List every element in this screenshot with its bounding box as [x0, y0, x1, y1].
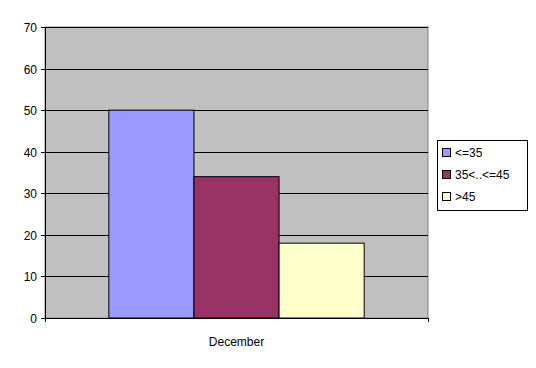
grid-line	[45, 110, 428, 111]
legend-label: >45	[455, 190, 476, 204]
y-axis	[45, 27, 46, 318]
y-tick-label: 50	[24, 104, 38, 118]
legend-swatch	[443, 171, 451, 179]
x-tick	[45, 318, 46, 322]
y-tick-label: 60	[24, 63, 38, 77]
y-tick-label: 40	[24, 146, 38, 160]
y-tick-label: 10	[24, 270, 38, 284]
legend-box	[438, 141, 528, 211]
bar	[109, 110, 194, 318]
bars	[109, 110, 364, 318]
y-tick	[41, 193, 45, 194]
legend-label: 35<..<=45	[455, 168, 510, 182]
y-tick	[41, 27, 45, 28]
plot-area	[45, 27, 428, 318]
chart-container: 0 10 20 30 40 50 60 70 December <=35 35<..<=45 >45	[0, 0, 536, 368]
x-tick-label: December	[209, 335, 264, 349]
y-tick	[41, 318, 45, 319]
chart-svg: 0 10 20 30 40 50 60 70 December <=35 35<..<=45 >45	[0, 0, 536, 368]
x-tick	[428, 318, 429, 322]
legend-label: <=35	[455, 146, 483, 160]
y-tick-label: 20	[24, 229, 38, 243]
y-tick-label: 70	[24, 21, 38, 35]
y-tick-label: 0	[30, 312, 37, 326]
bar	[279, 243, 364, 318]
y-tick	[41, 276, 45, 277]
x-axis	[45, 318, 428, 319]
y-tick	[41, 69, 45, 70]
grid-line	[45, 152, 428, 153]
legend-swatch	[443, 149, 451, 157]
y-tick	[41, 110, 45, 111]
legend-swatch	[443, 193, 451, 201]
grid-line	[45, 27, 428, 28]
grid-line	[45, 318, 428, 319]
y-tick	[41, 235, 45, 236]
y-tick-label: 30	[24, 187, 38, 201]
bar	[194, 177, 279, 318]
grid-line	[45, 69, 428, 70]
y-tick	[41, 152, 45, 153]
